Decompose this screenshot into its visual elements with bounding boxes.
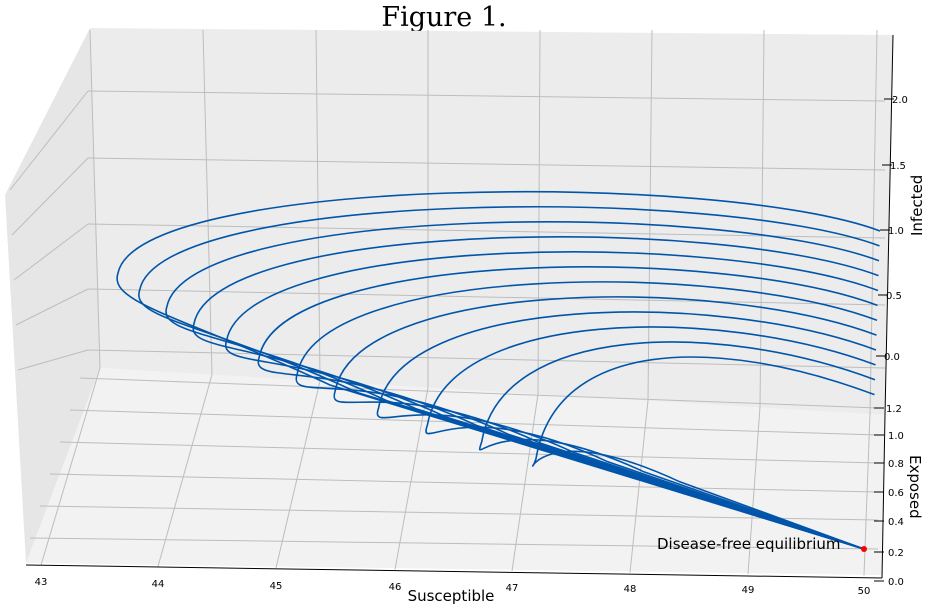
axis-lines: [25, 34, 894, 579]
z-tick-label: 2.0: [892, 95, 908, 106]
grid-line: [747, 406, 761, 575]
trajectory-line: [165, 221, 880, 550]
tick-labels: 43 44 45 46 47 48 49 50 0.0 0.2 0.4 0.6 0.8 1.0 1.2 0.0…: [35, 95, 908, 597]
grid-line: [40, 367, 101, 566]
grid-line: [13, 223, 89, 281]
grid-line: [394, 387, 429, 570]
y-tick-label: 0.8: [888, 459, 904, 470]
grid-line: [759, 29, 765, 408]
grid-line: [869, 29, 878, 414]
equilibrium-label: Disease-free equilibrium: [657, 535, 841, 553]
trajectory-line: [116, 191, 881, 550]
y-tick-label: 0.2: [888, 548, 904, 559]
figure-title: Figure 1.: [381, 2, 506, 33]
grid-line: [511, 393, 539, 572]
grid-line: [17, 349, 89, 371]
x-tick-label: 50: [858, 586, 871, 597]
x-axis-line: [25, 564, 883, 579]
grid-line: [89, 29, 101, 369]
grid-line: [157, 374, 213, 567]
axis-panes: [5, 28, 893, 575]
z-tick-label: 0.5: [886, 291, 902, 302]
y-tick-label: 1.0: [888, 431, 904, 442]
trajectory-line: [138, 206, 880, 550]
grid-line: [275, 380, 321, 569]
y-tick-label: 0.4: [888, 517, 904, 528]
x-tick-label: 49: [742, 585, 755, 596]
grid-line: [202, 29, 213, 375]
grid-line: [29, 537, 879, 550]
z-tick-label: 1.5: [890, 161, 906, 172]
grid-line: [69, 409, 879, 436]
trajectory-line: [224, 251, 879, 550]
grid-line: [537, 29, 541, 395]
trajectory-line: [333, 296, 877, 550]
grid-line: [39, 505, 879, 521]
grid-line: [49, 473, 879, 493]
trajectory-line: [425, 326, 876, 550]
y-tick-label: 0.0: [888, 577, 904, 588]
y-axis-label: Exposed: [906, 455, 924, 519]
z-axis-line: [884, 34, 894, 416]
equilibrium-point: [861, 546, 867, 552]
trajectory-line: [257, 266, 878, 550]
x-tick-label: 47: [506, 583, 519, 594]
grid-line: [79, 377, 879, 409]
grid-line: [315, 29, 321, 382]
trajectory-curves: [116, 191, 881, 550]
trajectory-line: [376, 311, 877, 550]
x-tick-label: 45: [270, 581, 283, 592]
grid-line: [87, 157, 886, 171]
grid-line: [9, 90, 89, 191]
trajectory-line: [192, 236, 879, 550]
grid-line: [87, 288, 886, 306]
x-tick-label: 48: [624, 584, 637, 595]
x-tick-label: 44: [152, 579, 165, 590]
side-wall-pane: [5, 28, 100, 563]
z-tick-label: 0.0: [884, 352, 900, 363]
y-tick-label: 0.6: [888, 488, 904, 499]
x-axis-label: Susceptible: [408, 587, 495, 605]
grid-line: [11, 157, 89, 236]
y-axis-line: [881, 414, 886, 579]
trajectory-line: [295, 281, 878, 550]
z-tick-label: 1.0: [888, 226, 904, 237]
z-axis-label: Infected: [908, 175, 926, 236]
x-tick-label: 46: [389, 582, 402, 593]
grid-line: [647, 29, 653, 401]
grid-line: [87, 223, 886, 239]
grid-line: [15, 288, 89, 326]
x-tick-label: 43: [35, 577, 48, 588]
grid-line: [87, 349, 886, 369]
trajectory-line: [478, 341, 876, 550]
trajectory-line: [531, 356, 875, 550]
grid-line: [87, 90, 886, 102]
floor-pane: [26, 368, 885, 575]
equilibrium-group: Disease-free equilibrium: [657, 535, 867, 553]
y-tick-label: 1.2: [886, 404, 902, 415]
grid-lines: [9, 29, 886, 576]
grid-line: [59, 441, 879, 464]
